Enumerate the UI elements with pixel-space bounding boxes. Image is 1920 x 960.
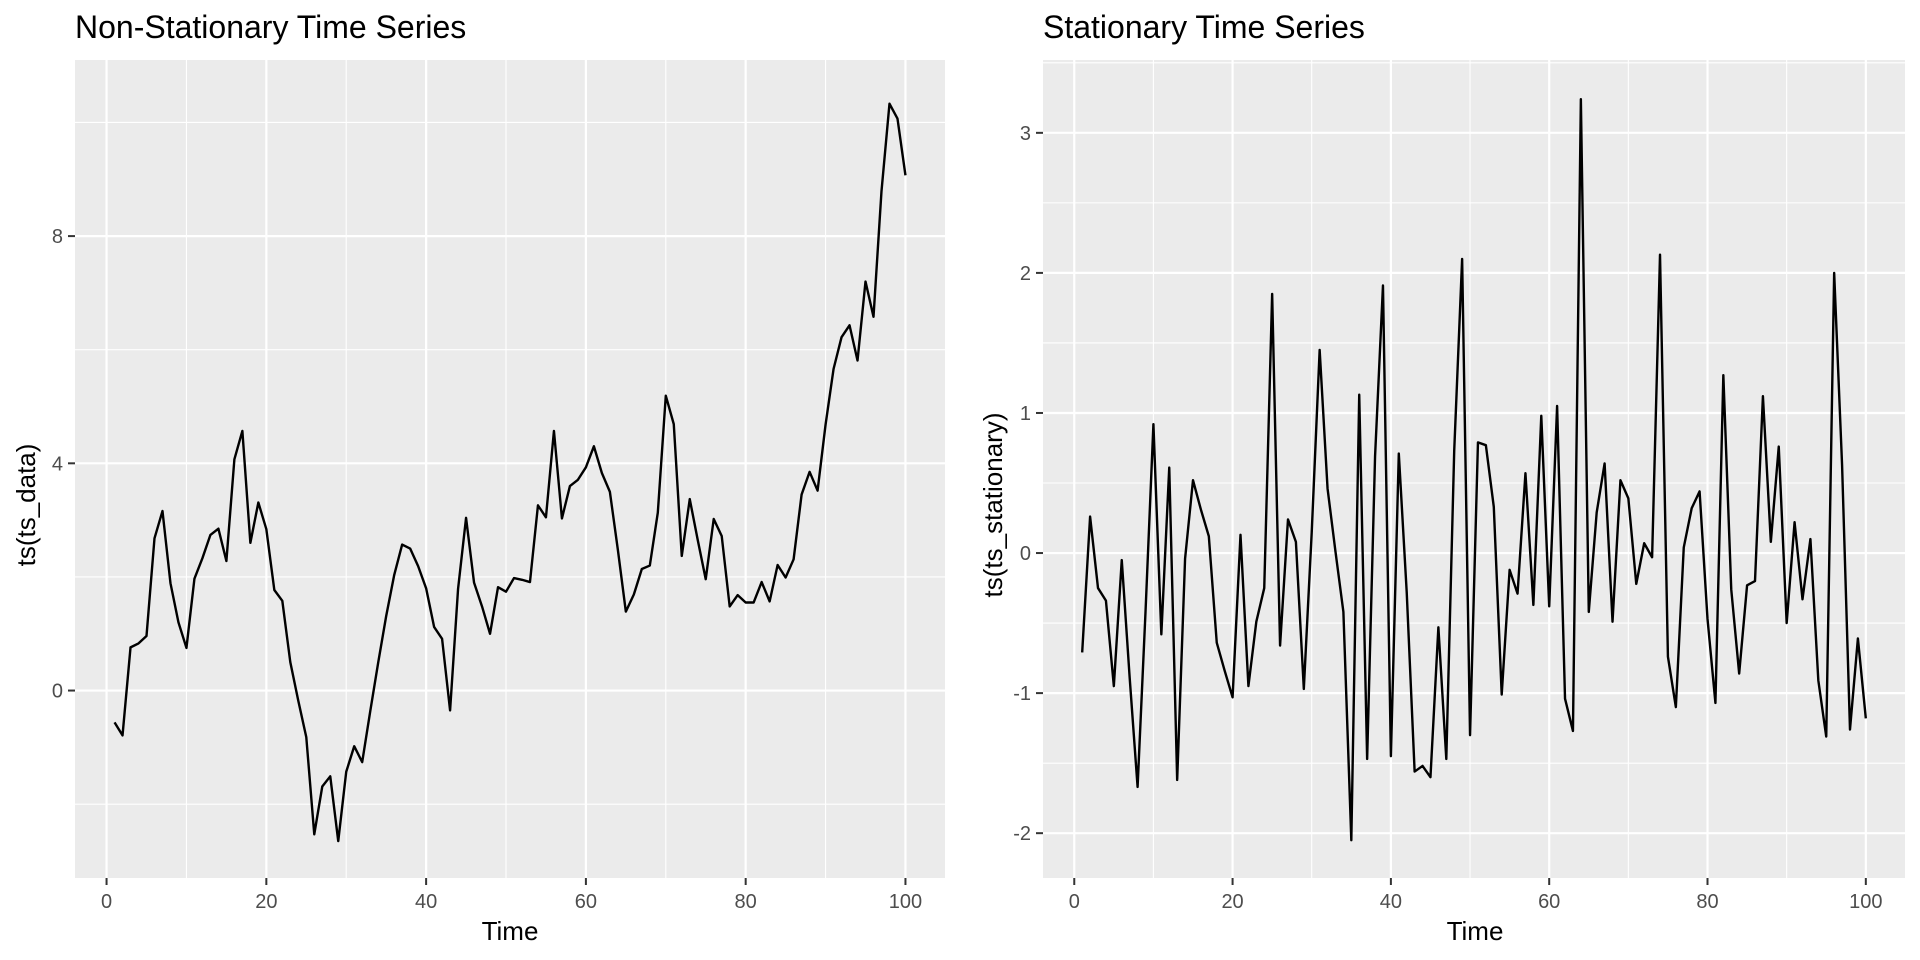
chart-title: Stationary Time Series [1043,9,1365,45]
y-tick-label: -1 [1013,683,1031,705]
x-axis-label: Time [482,916,539,946]
x-tick-label: 80 [735,891,757,913]
x-tick-label: 40 [415,891,437,913]
x-tick-label: 100 [889,891,922,913]
y-tick-label: -2 [1013,823,1031,845]
plot-panel [75,60,945,878]
chart-stationary: Stationary Time Series 0 20 40 60 80 100 -2-1… [978,9,1905,946]
y-axis-label: ts(ts_data) [11,444,41,567]
x-tick-label: 20 [1221,891,1243,913]
gridlines [1043,60,1905,878]
y-axis-ticks: 0 4 8 [52,226,75,703]
chart-non-stationary: Non-Stationary Time Series 0 20 40 60 80 100 … [11,9,945,946]
x-tick-label: 60 [1538,891,1560,913]
plot-panel [1043,60,1905,878]
x-axis-label: Time [1447,916,1504,946]
x-tick-label: 0 [101,891,112,913]
series-line [113,102,907,843]
x-tick-label: 20 [255,891,277,913]
x-axis-ticks: 0 20 40 60 80 100 [101,878,922,913]
y-tick-label: 3 [1020,123,1031,145]
series-line [1080,98,1868,842]
y-axis-label: ts(ts_stationary) [978,413,1008,598]
x-tick-label: 40 [1380,891,1402,913]
y-axis-ticks: -2 -1 0 1 2 3 [1013,123,1043,845]
x-axis-ticks: 0 20 40 60 80 100 [1069,878,1883,913]
y-tick-label: 4 [52,453,63,475]
gridlines [75,60,945,878]
y-tick-label: 8 [52,226,63,248]
x-tick-label: 0 [1069,891,1080,913]
y-tick-label: 1 [1020,403,1031,425]
x-tick-label: 60 [575,891,597,913]
y-tick-label: 0 [1020,543,1031,565]
y-tick-label: 0 [52,681,63,703]
x-tick-label: 80 [1696,891,1718,913]
y-tick-label: 2 [1020,263,1031,285]
chart-title: Non-Stationary Time Series [75,9,466,45]
x-tick-label: 100 [1849,891,1882,913]
